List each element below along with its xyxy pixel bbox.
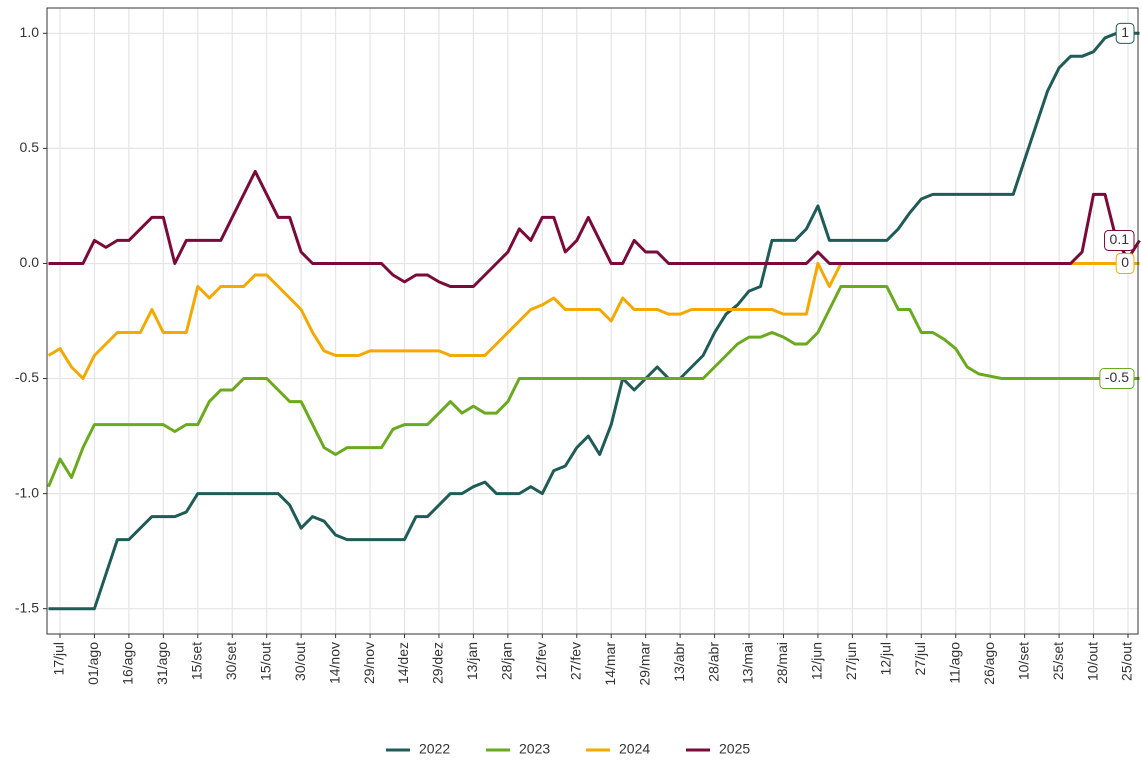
end-label-box [1104,229,1135,251]
x-tick-label: 14/dez [395,642,411,684]
plot-border [46,7,1139,635]
end-label-box [1115,252,1135,274]
x-tick-label: 10/set [1015,642,1031,680]
x-tick-label: 27/jul [912,642,928,675]
plot-background [47,8,1138,634]
end-label: -0.5 [1105,369,1129,385]
y-tick-label: -0.5 [15,369,39,385]
x-tick-label: 27/jun [843,642,859,680]
x-tick-label: 13/mai [740,642,756,684]
x-tick-label: 13/abr [671,642,687,682]
x-tick-label: 28/jan [499,642,515,680]
x-tick-label: 28/mai [774,642,790,684]
x-tick-label: 17/jul [51,642,67,675]
series-line [47,285,1140,488]
end-label: 1 [1121,24,1129,40]
y-tick-label: 1.0 [20,24,40,40]
end-label: 0.1 [1110,231,1130,247]
y-tick-label: 0.0 [20,254,40,270]
x-tick-label: 01/ago [85,642,101,685]
x-tick-label: 29/dez [430,642,446,684]
x-tick-label: 12/jun [809,642,825,680]
legend-label: 2024 [619,741,650,757]
y-tick-label: 0.5 [20,139,40,155]
lines [47,31,1141,611]
x-tick-label: 15/out [257,642,273,681]
x-tick-label: 14/mar [602,642,618,686]
x-tick-label: 27/fev [567,642,583,680]
x-tick-label: 25/set [1050,642,1066,680]
legend-label: 2022 [419,741,450,757]
x-tick-label: 28/abr [705,642,721,682]
end-label: 0 [1121,254,1129,270]
y-tick-label: -1.0 [15,484,39,500]
legend-label: 2023 [519,741,550,757]
x-tick-label: 14/nov [326,642,342,684]
series-line [48,31,1140,611]
series-line [48,169,1141,288]
x-tick-label: 12/jul [878,642,894,675]
x-tick-label: 11/ago [946,642,962,684]
y-tick-label: -1.5 [15,599,39,615]
x-tick-label: 31/ago [154,642,170,685]
x-tick-label: 10/out [1084,642,1100,681]
x-tick-label: 13/jan [464,642,480,680]
x-tick-label: 26/ago [981,642,997,685]
legend-label: 2025 [719,741,750,757]
x-tick-label: 30/set [223,642,239,680]
x-tick-label: 25/out [1119,642,1135,681]
x-tick-label: 16/ago [120,642,136,685]
x-tick-label: 12/fev [533,642,549,680]
x-tick-label: 15/set [188,642,204,680]
end-label-box [1099,368,1135,390]
x-tick-label: 29/mar [636,642,652,686]
x-tick-label: 29/nov [361,642,377,684]
end-label-box [1115,22,1135,44]
x-tick-label: 30/out [292,642,308,681]
grid [47,8,1138,634]
